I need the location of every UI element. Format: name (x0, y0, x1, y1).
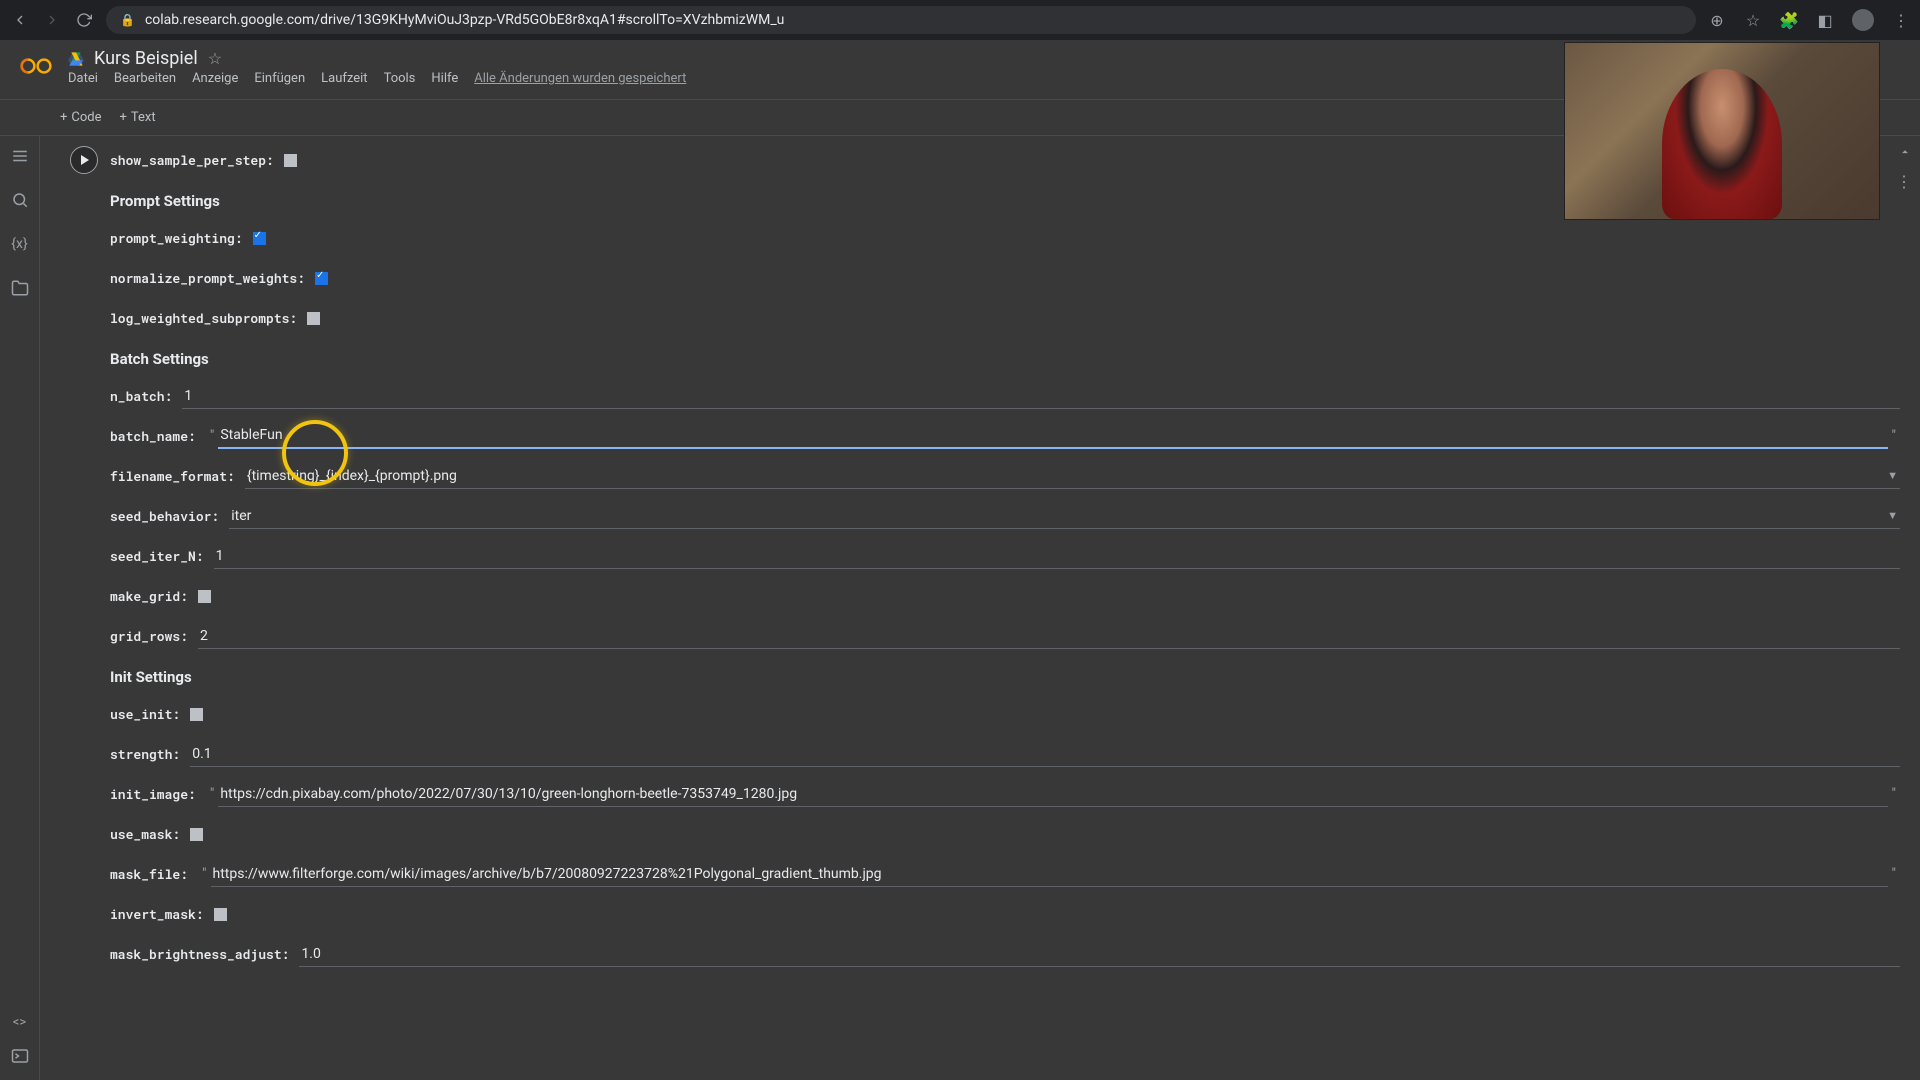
batch-settings-header: Batch Settings (110, 350, 1900, 368)
star-icon[interactable]: ☆ (208, 49, 222, 68)
batch-name-input[interactable] (218, 423, 1887, 449)
seed-behavior-dropdown[interactable]: iter ▼ (229, 504, 1900, 529)
code-label: Code (71, 110, 101, 125)
filename-format-dropdown[interactable]: {timestring}_{index}_{prompt}.png ▼ (245, 464, 1900, 489)
side-panel-icon[interactable]: ◧ (1816, 11, 1834, 29)
lock-icon: 🔒 (120, 13, 135, 27)
quote-open: " (210, 786, 214, 802)
menu-einfuegen[interactable]: Einfügen (254, 71, 305, 86)
left-rail: {x} <> (0, 136, 40, 1080)
seed-behavior-label: seed_behavior: (110, 507, 219, 525)
collapse-icon[interactable] (1898, 144, 1912, 163)
cell-menu-icon[interactable]: ⋮ (1896, 172, 1912, 191)
notebook-content: show_sample_per_step: Prompt Settings pr… (40, 136, 1920, 1080)
filename-format-label: filename_format: (110, 467, 235, 485)
invert-mask-checkbox[interactable] (214, 908, 227, 921)
menu-hilfe[interactable]: Hilfe (431, 71, 458, 86)
init-image-label: init_image: (110, 785, 196, 803)
drive-icon (68, 51, 84, 67)
use-mask-label: use_mask: (110, 825, 180, 843)
reload-button[interactable] (74, 10, 94, 30)
show-sample-checkbox[interactable] (284, 154, 297, 167)
menu-anzeige[interactable]: Anzeige (192, 71, 238, 86)
log-weighted-subprompts-label: log_weighted_subprompts: (110, 309, 297, 327)
terminal-icon[interactable] (10, 1046, 30, 1066)
menu-bearbeiten[interactable]: Bearbeiten (114, 71, 176, 86)
run-cell-button[interactable] (70, 146, 98, 174)
chevron-down-icon: ▼ (1887, 509, 1898, 522)
save-status: Alle Änderungen wurden gespeichert (474, 71, 686, 86)
quote-close: " (1892, 428, 1896, 444)
quote-open: " (210, 428, 214, 444)
normalize-prompt-weights-label: normalize_prompt_weights: (110, 269, 305, 287)
url-text: colab.research.google.com/drive/13G9KHyM… (145, 12, 784, 28)
chevron-down-icon: ▼ (1887, 469, 1898, 482)
seed-iter-n-input[interactable] (214, 544, 1900, 569)
play-icon (81, 155, 89, 165)
filename-format-value: {timestring}_{index}_{prompt}.png (247, 468, 457, 484)
mask-file-label: mask_file: (110, 865, 188, 883)
text-label: Text (131, 110, 156, 125)
plus-icon: + (60, 110, 67, 125)
seed-iter-n-label: seed_iter_N: (110, 547, 204, 565)
strength-label: strength: (110, 745, 180, 763)
url-bar[interactable]: 🔒 colab.research.google.com/drive/13G9KH… (106, 6, 1696, 34)
mask-file-input[interactable] (211, 862, 1888, 887)
normalize-prompt-weights-checkbox[interactable] (315, 272, 328, 285)
use-mask-checkbox[interactable] (190, 828, 203, 841)
extensions-icon[interactable]: 🧩 (1780, 11, 1798, 29)
menu-tools[interactable]: Tools (384, 71, 416, 86)
variables-icon[interactable]: {x} (10, 234, 30, 254)
files-icon[interactable] (10, 278, 30, 298)
make-grid-label: make_grid: (110, 587, 188, 605)
use-init-checkbox[interactable] (190, 708, 203, 721)
browser-menu-icon[interactable]: ⋮ (1892, 11, 1910, 29)
mask-brightness-adjust-label: mask_brightness_adjust: (110, 945, 289, 963)
search-icon[interactable] (10, 190, 30, 210)
profile-avatar[interactable] (1852, 9, 1874, 31)
show-sample-label: show_sample_per_step: (110, 151, 274, 169)
batch-name-label: batch_name: (110, 427, 196, 445)
browser-chrome: 🔒 colab.research.google.com/drive/13G9KH… (0, 0, 1920, 40)
menu-bar: Datei Bearbeiten Anzeige Einfügen Laufze… (68, 71, 686, 86)
install-icon[interactable]: ⊕ (1708, 11, 1726, 29)
add-text-button[interactable]: + Text (120, 110, 156, 125)
back-button[interactable] (10, 10, 30, 30)
grid-rows-input[interactable] (198, 624, 1900, 649)
quote-close: " (1892, 866, 1896, 882)
seed-behavior-value: iter (231, 508, 251, 524)
add-code-button[interactable]: + Code (60, 110, 102, 125)
n-batch-label: n_batch: (110, 387, 172, 405)
use-init-label: use_init: (110, 705, 180, 723)
colab-logo[interactable] (18, 48, 54, 84)
toc-icon[interactable] (10, 146, 30, 166)
quote-open: " (202, 866, 206, 882)
code-snippet-icon[interactable]: <> (10, 1012, 30, 1032)
bookmark-icon[interactable]: ☆ (1744, 11, 1762, 29)
webcam-overlay (1564, 42, 1880, 220)
mask-brightness-adjust-input[interactable] (299, 942, 1900, 967)
form-cell: show_sample_per_step: Prompt Settings pr… (70, 146, 1900, 968)
menu-laufzeit[interactable]: Laufzeit (321, 71, 367, 86)
prompt-weighting-checkbox[interactable] (253, 232, 266, 245)
menu-datei[interactable]: Datei (68, 71, 98, 86)
quote-close: " (1892, 786, 1896, 802)
forward-button[interactable] (42, 10, 62, 30)
grid-rows-label: grid_rows: (110, 627, 188, 645)
invert-mask-label: invert_mask: (110, 905, 204, 923)
n-batch-input[interactable] (182, 384, 1900, 409)
init-image-input[interactable] (218, 782, 1887, 807)
log-weighted-subprompts-checkbox[interactable] (307, 312, 320, 325)
prompt-weighting-label: prompt_weighting: (110, 229, 243, 247)
strength-input[interactable] (190, 742, 1900, 767)
init-settings-header: Init Settings (110, 668, 1900, 686)
plus-icon: + (120, 110, 127, 125)
notebook-title[interactable]: Kurs Beispiel (94, 48, 198, 69)
make-grid-checkbox[interactable] (198, 590, 211, 603)
